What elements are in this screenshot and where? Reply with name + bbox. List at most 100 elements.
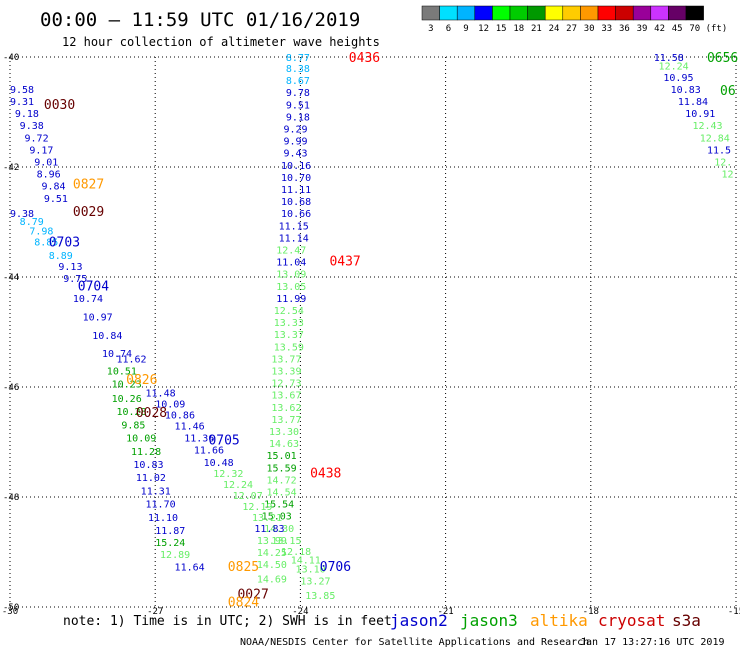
pass-time-label: 0703 <box>49 235 80 250</box>
pass-time-label: 0706 <box>320 560 351 575</box>
pass-time-label: 0824 <box>228 596 259 611</box>
footer-credit: NOAA/NESDIS Center for Satellite Applica… <box>240 637 589 648</box>
swh-value: 10.09 <box>155 400 185 411</box>
swh-value: 12. <box>714 158 732 169</box>
swh-value: 14.30 <box>264 524 294 535</box>
swh-value: 13.62 <box>271 403 301 414</box>
swh-value: 11.62 <box>116 354 146 365</box>
swh-value: 9.84 <box>41 182 65 193</box>
y-tick-label: -46 <box>3 383 19 393</box>
swh-value: 11.66 <box>194 446 224 457</box>
swh-value: 12.73 <box>271 379 301 390</box>
swh-value: 14.69 <box>257 574 287 585</box>
colorbar-tick-label: 9 <box>463 24 468 34</box>
swh-value: 10.97 <box>83 313 113 324</box>
colorbar-tick-label: 24 <box>549 24 560 34</box>
colorbar-swatch <box>456 5 476 21</box>
pass-time-label: 0027 <box>237 587 268 602</box>
swh-value: 15.24 <box>155 538 185 549</box>
axis-tick-labels: -30 -27 -24 -21 -18 -15 -40 -42 -44 -46 -48 -50 <box>2 53 740 617</box>
colorbar-swatch <box>492 5 511 21</box>
swh-value: 11.15 <box>279 221 309 232</box>
swh-value: 9.18 <box>15 109 39 120</box>
colorbar-tick-label: 42 <box>654 24 665 34</box>
swh-value: 10.28 <box>116 407 146 418</box>
x-tick-label: -24 <box>292 607 308 617</box>
swh-value: 11.64 <box>175 562 205 573</box>
swh-value: 11.70 <box>146 500 176 511</box>
colorbar-tick-label: 30 <box>584 24 595 34</box>
y-tick-label: -44 <box>3 273 19 283</box>
swh-value: 12 <box>721 170 733 181</box>
colorbar-unit: (ft) <box>706 24 728 34</box>
colorbar-tick-label: 70 <box>689 24 700 34</box>
colorbar-tick-label: 3 <box>428 24 433 34</box>
swh-value: 9.75 <box>63 274 87 285</box>
swh-value: 10.51 <box>107 367 137 378</box>
y-tick-label: -42 <box>3 163 19 173</box>
colorbar-tick-label: 15 <box>496 24 507 34</box>
swh-value: 12.32 <box>213 469 243 480</box>
swh-value: 15.03 <box>262 512 292 523</box>
satellite-legend-cryosat: cryosat <box>598 611 665 630</box>
swh-value: 13.05 <box>276 282 306 293</box>
swh-value: 7.98 <box>29 226 53 237</box>
pass-time-label: 06 <box>720 84 736 99</box>
swh-value: 8.77 <box>286 53 310 64</box>
swh-value: 15.01 <box>267 451 297 462</box>
swh-value: 13.77 <box>271 415 301 426</box>
colorbar-tick-label: 27 <box>566 24 577 34</box>
plot-grid <box>9 56 737 608</box>
swh-value: 13.33 <box>274 318 304 329</box>
colorbar-swatch <box>421 5 440 21</box>
swh-value: 13.21 <box>252 513 282 524</box>
colorbar-tick-label: 21 <box>531 24 542 34</box>
x-tick-label: -18 <box>583 607 599 617</box>
swh-value: 9.29 <box>283 125 307 136</box>
swh-value: 13.85 <box>305 591 335 602</box>
swh-value: 13.15 <box>271 536 301 547</box>
swh-value: 10.91 <box>685 109 715 120</box>
x-tick-label: -27 <box>147 607 163 617</box>
pass-time-label: 0028 <box>136 406 167 421</box>
satellite-legend-jason3: jason3 <box>460 611 518 630</box>
swh-value: 14.11 <box>291 556 321 567</box>
x-tick-label: -30 <box>2 607 18 617</box>
color-scale-legend: 3 6 9 12 15 18 21 24 27 30 33 36 39 42 45 70 (ft) <box>421 5 728 34</box>
colorbar-tick-label: 33 <box>601 24 612 34</box>
swh-value: 10.09 <box>126 434 156 445</box>
pass-time-label: 0437 <box>329 255 360 270</box>
colorbar-tick-label: 6 <box>446 24 451 34</box>
colorbar-swatch <box>439 5 458 21</box>
colorbar-swatch <box>509 5 528 21</box>
chart-subtitle: 12 hour collection of altimeter wave hei… <box>62 35 380 49</box>
swh-value: 13.39 <box>271 367 301 378</box>
swh-value: 9.58 <box>10 85 34 96</box>
swh-value: 11.10 <box>148 513 178 524</box>
swh-value: 13.10 <box>296 565 326 576</box>
swh-value: 10.86 <box>165 411 195 422</box>
swh-value: 8.67 <box>286 76 310 87</box>
swh-value: 14.63 <box>269 439 299 450</box>
x-tick-label: -15 <box>728 607 740 617</box>
pass-time-label: 0826 <box>126 373 157 388</box>
satellite-legend-s3a: s3a <box>672 611 701 630</box>
satellite-legend: jason2 jason3 altika cryosat s3a <box>390 611 701 630</box>
swh-value: 10.84 <box>92 331 122 342</box>
swh-value: 14.72 <box>267 475 297 486</box>
swh-value: 9.72 <box>25 133 49 144</box>
swh-value: 9.38 <box>20 121 44 132</box>
swh-value: 10.74 <box>73 294 103 305</box>
pass-time-label: 0825 <box>228 560 259 575</box>
swh-value: 12.24 <box>659 61 689 72</box>
swh-value: 9.38 <box>10 209 34 220</box>
swh-value: 10.26 <box>112 394 142 405</box>
swh-value: 9.78 <box>286 88 310 99</box>
colorbar-tick-label: 18 <box>513 24 524 34</box>
swh-value: 13.67 <box>271 391 301 402</box>
swh-value: 10.66 <box>281 209 311 220</box>
swh-value: 10.23 <box>112 380 142 391</box>
swh-value: 10.48 <box>204 458 234 469</box>
